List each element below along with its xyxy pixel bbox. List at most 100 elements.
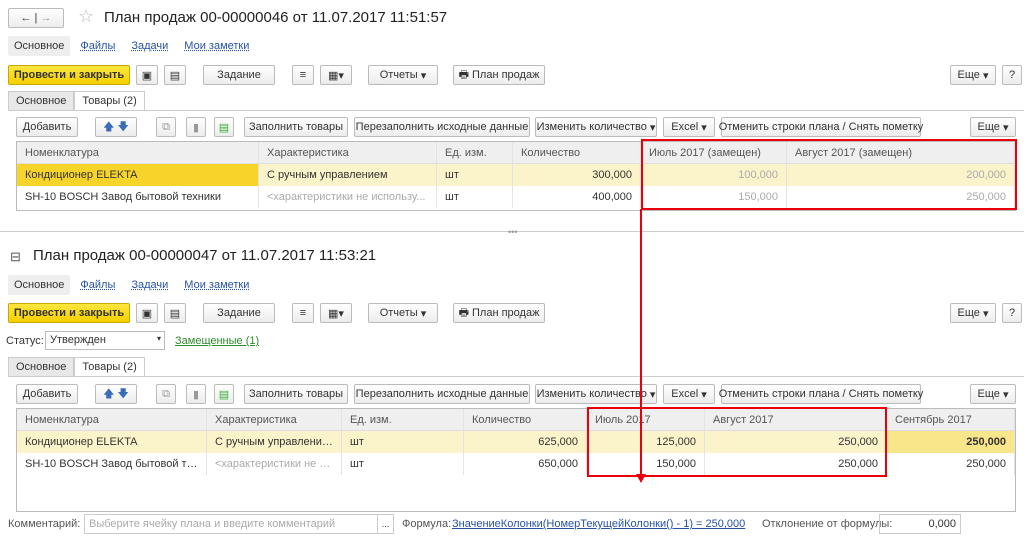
add-button[interactable]: Добавить: [16, 384, 78, 404]
refill-button[interactable]: Перезаполнить исходные данные: [354, 117, 530, 137]
cell-july[interactable]: 125,000: [587, 431, 705, 453]
cell-quantity[interactable]: 400,000: [513, 186, 641, 208]
cell-july[interactable]: 100,000: [641, 164, 787, 186]
splitter[interactable]: [0, 231, 1024, 232]
col-quantity[interactable]: Количество: [513, 142, 641, 164]
nav-notes[interactable]: Мои заметки: [184, 40, 250, 52]
chevron-down-icon[interactable]: ▾: [156, 334, 161, 343]
star-icon[interactable]: ☆: [78, 6, 95, 26]
save-icon[interactable]: ▣: [136, 303, 158, 323]
cell-august[interactable]: 250,000: [787, 186, 1015, 208]
cell-quantity[interactable]: 650,000: [464, 453, 587, 475]
col-september[interactable]: Сентябрь 2017: [887, 409, 1015, 431]
cell-july[interactable]: 150,000: [641, 186, 787, 208]
status-select[interactable]: Утвержден ▾: [45, 331, 165, 350]
list-icon[interactable]: ≡: [292, 303, 314, 323]
table-row[interactable]: Кондиционер ELEKTA С ручным управлением …: [17, 431, 1015, 453]
col-nomenclature[interactable]: Номенклатура: [17, 142, 259, 164]
save-icon[interactable]: ▣: [136, 65, 158, 85]
table-more-button[interactable]: Еще ▾: [970, 117, 1016, 137]
help-button[interactable]: ?: [1002, 65, 1022, 85]
nav-files[interactable]: Файлы: [80, 40, 116, 52]
cell-unit[interactable]: шт: [342, 453, 464, 475]
col-quantity[interactable]: Количество: [464, 409, 587, 431]
plan-print-button[interactable]: 🖶 План продаж: [453, 303, 545, 323]
cell-quantity[interactable]: 300,000: [513, 164, 641, 186]
nav-tasks[interactable]: Задачи: [131, 40, 169, 52]
task-button[interactable]: Задание: [203, 65, 275, 85]
comment-input[interactable]: Выберите ячейку плана и введите коммента…: [84, 514, 394, 534]
nav-main[interactable]: Основное: [8, 275, 71, 295]
plan-print-button[interactable]: 🖶 План продаж: [453, 65, 545, 85]
tab-main[interactable]: Основное: [8, 91, 75, 111]
copy-icon[interactable]: ⧉: [156, 117, 176, 137]
cell-unit[interactable]: шт: [342, 431, 464, 453]
nav-tasks[interactable]: Задачи: [131, 279, 169, 291]
back-arrow-icon[interactable]: ←: [20, 12, 32, 24]
post-close-button[interactable]: Провести и закрыть: [8, 65, 130, 85]
col-august[interactable]: Август 2017 (замещен): [787, 142, 1015, 164]
tab-goods[interactable]: Товары (2): [74, 357, 145, 377]
change-qty-button[interactable]: Изменить количество ▾: [535, 384, 657, 404]
tab-goods[interactable]: Товары (2): [74, 91, 145, 111]
help-button[interactable]: ?: [1002, 303, 1022, 323]
col-nomenclature[interactable]: Номенклатура: [17, 409, 207, 431]
task-button[interactable]: Задание: [203, 303, 275, 323]
cancel-rows-button[interactable]: Отменить строки плана / Снять пометку: [719, 117, 923, 137]
cell-nomenclature[interactable]: Кондиционер ELEKTA: [17, 164, 259, 186]
collapse-icon[interactable]: ⊟: [10, 249, 21, 264]
cell-unit[interactable]: шт: [437, 164, 513, 186]
ellipsis-button[interactable]: ...: [377, 515, 393, 533]
post-close-button[interactable]: Провести и закрыть: [8, 303, 130, 323]
table-icon[interactable]: ▤: [214, 117, 234, 137]
cell-characteristic[interactable]: С ручным управлением: [259, 164, 437, 186]
cell-september[interactable]: 250,000: [887, 453, 1015, 475]
nav-notes[interactable]: Мои заметки: [184, 279, 250, 291]
post-icon[interactable]: ▤: [164, 65, 186, 85]
cancel-rows-button[interactable]: Отменить строки плана / Снять пометку: [719, 384, 923, 404]
reports-button[interactable]: Отчеты ▾: [368, 65, 438, 85]
post-icon[interactable]: ▤: [164, 303, 186, 323]
paste-icon[interactable]: ▮: [186, 117, 206, 137]
deviation-field[interactable]: 0,000: [879, 514, 961, 534]
fill-goods-button[interactable]: Заполнить товары: [244, 117, 348, 137]
back-forward-buttons[interactable]: ← | →: [8, 8, 64, 28]
table-row[interactable]: SH-10 BOSCH Завод бытовой техники <харак…: [17, 186, 1015, 208]
more-button[interactable]: Еще ▾: [950, 303, 996, 323]
splitter-handle-icon[interactable]: •••: [508, 227, 518, 237]
col-characteristic[interactable]: Характеристика: [259, 142, 437, 164]
excel-button[interactable]: Excel ▾: [663, 384, 715, 404]
col-july[interactable]: Июль 2017: [587, 409, 705, 431]
cell-nomenclature[interactable]: SH-10 BOSCH Завод бытовой тех...: [17, 453, 207, 475]
cell-unit[interactable]: шт: [437, 186, 513, 208]
refill-button[interactable]: Перезаполнить исходные данные: [354, 384, 530, 404]
move-up-down-icon[interactable]: 🡅 🡇: [95, 117, 137, 137]
table-more-button[interactable]: Еще ▾: [970, 384, 1016, 404]
cell-nomenclature[interactable]: SH-10 BOSCH Завод бытовой техники: [17, 186, 259, 208]
cell-september[interactable]: 250,000: [887, 431, 1015, 453]
paste-icon[interactable]: ▮: [186, 384, 206, 404]
change-qty-button[interactable]: Изменить количество ▾: [535, 117, 657, 137]
replaced-link[interactable]: Замещенные (1): [175, 335, 260, 347]
nav-files[interactable]: Файлы: [80, 279, 116, 291]
col-unit[interactable]: Ед. изм.: [342, 409, 464, 431]
table-icon[interactable]: ▤: [214, 384, 234, 404]
nav-main[interactable]: Основное: [8, 36, 71, 56]
cell-august[interactable]: 200,000: [787, 164, 1015, 186]
tab-main[interactable]: Основное: [8, 357, 75, 377]
add-button[interactable]: Добавить: [16, 117, 78, 137]
cell-characteristic[interactable]: С ручным управлением: [207, 431, 342, 453]
fill-goods-button[interactable]: Заполнить товары: [244, 384, 348, 404]
col-unit[interactable]: Ед. изм.: [437, 142, 513, 164]
cell-nomenclature[interactable]: Кондиционер ELEKTA: [17, 431, 207, 453]
cell-july[interactable]: 150,000: [587, 453, 705, 475]
forward-arrow-icon[interactable]: →: [40, 12, 52, 24]
copy-icon[interactable]: ⧉: [156, 384, 176, 404]
formula-link[interactable]: ЗначениеКолонки(НомерТекущейКолонки() - …: [452, 518, 746, 530]
table-row[interactable]: Кондиционер ELEKTA С ручным управлением …: [17, 164, 1015, 186]
more-button[interactable]: Еще ▾: [950, 65, 996, 85]
col-characteristic[interactable]: Характеристика: [207, 409, 342, 431]
cell-characteristic[interactable]: <характеристики не и...: [207, 453, 342, 475]
cell-characteristic[interactable]: <характеристики не использу...: [259, 186, 437, 208]
list-icon[interactable]: ≡: [292, 65, 314, 85]
